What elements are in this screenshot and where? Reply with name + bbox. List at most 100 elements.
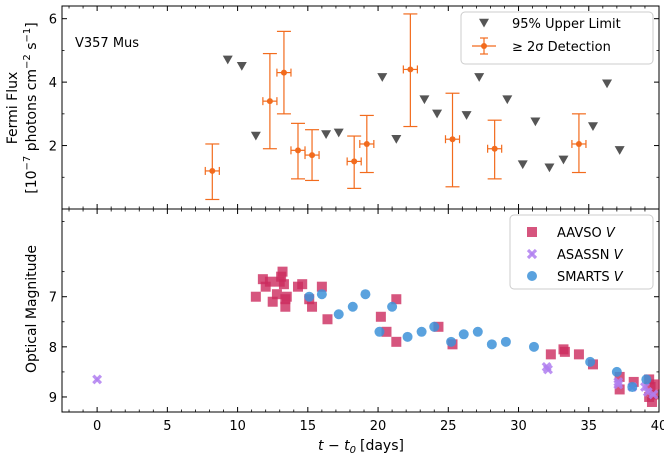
smarts-point	[500, 336, 511, 347]
upper-limit-point	[419, 95, 430, 105]
asassn-point	[543, 364, 553, 375]
aavso-point	[391, 336, 402, 347]
asassn-cross-stroke-b	[613, 379, 624, 390]
aavso-point	[649, 379, 660, 390]
detection-marker	[266, 98, 273, 105]
fermi-ylabel-mid2: s	[24, 42, 40, 54]
smarts-point	[333, 309, 344, 320]
smarts-point	[611, 366, 622, 377]
smarts-point	[486, 339, 497, 350]
upper-limit-point	[377, 73, 388, 82]
fermi-y-tick-label: 6	[49, 13, 57, 28]
detection-point	[444, 92, 461, 188]
aavso-point	[278, 279, 289, 290]
smarts-point	[429, 321, 440, 332]
aavso-point	[391, 294, 402, 305]
detection-marker	[209, 167, 216, 174]
upper-limit-point	[236, 62, 247, 71]
upper-limit-point	[333, 128, 344, 138]
x-tick-label: 35	[580, 419, 597, 434]
detection-marker	[294, 147, 301, 154]
legend-smarts-marker	[527, 271, 537, 281]
detection-marker	[309, 152, 316, 159]
detection-point	[304, 129, 320, 182]
detection-point	[276, 30, 292, 115]
aavso-point	[646, 396, 657, 407]
upper-limit-point	[250, 131, 261, 141]
aavso-point	[277, 266, 288, 277]
detection-point	[290, 122, 306, 180]
upper-limit-point	[517, 160, 528, 170]
upper-limit-point	[391, 134, 402, 144]
upper-limit-point	[222, 55, 233, 65]
x-tick-label: 30	[510, 419, 527, 434]
legend-detection-marker	[472, 37, 496, 55]
smarts-point	[347, 301, 358, 312]
fermi-ylabel-line2: [10−7 photons cm−2 s−1]	[22, 22, 40, 194]
x-tick-label: 5	[163, 419, 171, 434]
aavso-point	[614, 371, 625, 382]
legend-series-name: AAVSO	[557, 226, 606, 241]
x-tick-label: 25	[440, 419, 457, 434]
fermi-ylabel-exp2: −2	[22, 54, 33, 69]
aavso-point	[267, 296, 278, 307]
optical-y-tick-label: 7	[49, 291, 57, 306]
aavso-point	[264, 276, 275, 287]
smarts-point	[387, 301, 398, 312]
aavso-point	[375, 311, 386, 322]
optical-y-tick-label: 8	[49, 341, 57, 356]
x-tick-label: 15	[300, 419, 317, 434]
legend-optical-label: ASASSN V	[557, 248, 624, 263]
upper-limit-point	[558, 155, 569, 165]
asassn-point	[648, 389, 659, 400]
legend-asassn-marker	[526, 248, 538, 260]
fermi-legend-frame	[460, 11, 654, 65]
aavso-point	[614, 384, 625, 395]
fermi-ylabel-exp3: −1	[22, 28, 33, 43]
asassn-point	[92, 374, 103, 385]
fermi-y-tick-label: 4	[49, 76, 57, 91]
x-axis-label: t − t0 [days]	[318, 438, 404, 456]
legend-upper-limit-marker	[479, 18, 489, 28]
fermi-ylabel-line1: Fermi Flux	[5, 72, 21, 145]
detection-marker	[407, 66, 414, 73]
optical-legend-frame	[509, 214, 654, 290]
upper-limit-point	[602, 79, 613, 89]
aavso-point	[280, 301, 291, 312]
asassn-cross-stroke-b	[526, 248, 538, 260]
asassn-point	[613, 376, 624, 387]
detection-point	[487, 119, 503, 180]
smarts-point	[641, 374, 652, 385]
legend-upper-limit-label: 95% Upper Limit	[512, 17, 621, 32]
fermi-legend: 95% Upper Limit ≥ 2σ Detection	[460, 11, 654, 65]
detection-marker	[449, 136, 456, 143]
upper-limit-point	[530, 117, 541, 127]
asassn-point	[642, 387, 653, 397]
aavso-point	[381, 326, 392, 337]
legend-optical-label: AAVSO V	[557, 226, 616, 241]
aavso-point	[316, 281, 327, 292]
legend-series-name: ASASSN	[557, 248, 614, 263]
upper-limit-point	[321, 130, 332, 139]
aavso-point	[281, 291, 292, 302]
asassn-cross-stroke-b	[92, 374, 103, 385]
asassn-cross-stroke-b	[642, 387, 653, 397]
smarts-point	[446, 336, 457, 347]
legend-detection-dot	[481, 43, 487, 49]
detection-point	[262, 52, 278, 150]
legend-optical-label: SMARTS V	[557, 270, 624, 285]
upper-limit-point	[432, 109, 443, 119]
detection-marker	[351, 158, 358, 165]
x-axis: 0 5 10 15 20 25 30 35 40	[68, 6, 664, 434]
detection-point	[359, 114, 375, 174]
aavso-point	[545, 349, 556, 360]
upper-limit-point	[502, 95, 513, 105]
legend-band-name: V	[614, 270, 624, 285]
detection-point	[346, 135, 362, 189]
fermi-y-tick-label: 2	[49, 140, 57, 155]
detection-point	[571, 113, 587, 174]
smarts-point	[304, 291, 315, 302]
aavso-point	[250, 291, 261, 302]
smarts-point	[458, 329, 469, 340]
aavso-point	[271, 289, 282, 300]
